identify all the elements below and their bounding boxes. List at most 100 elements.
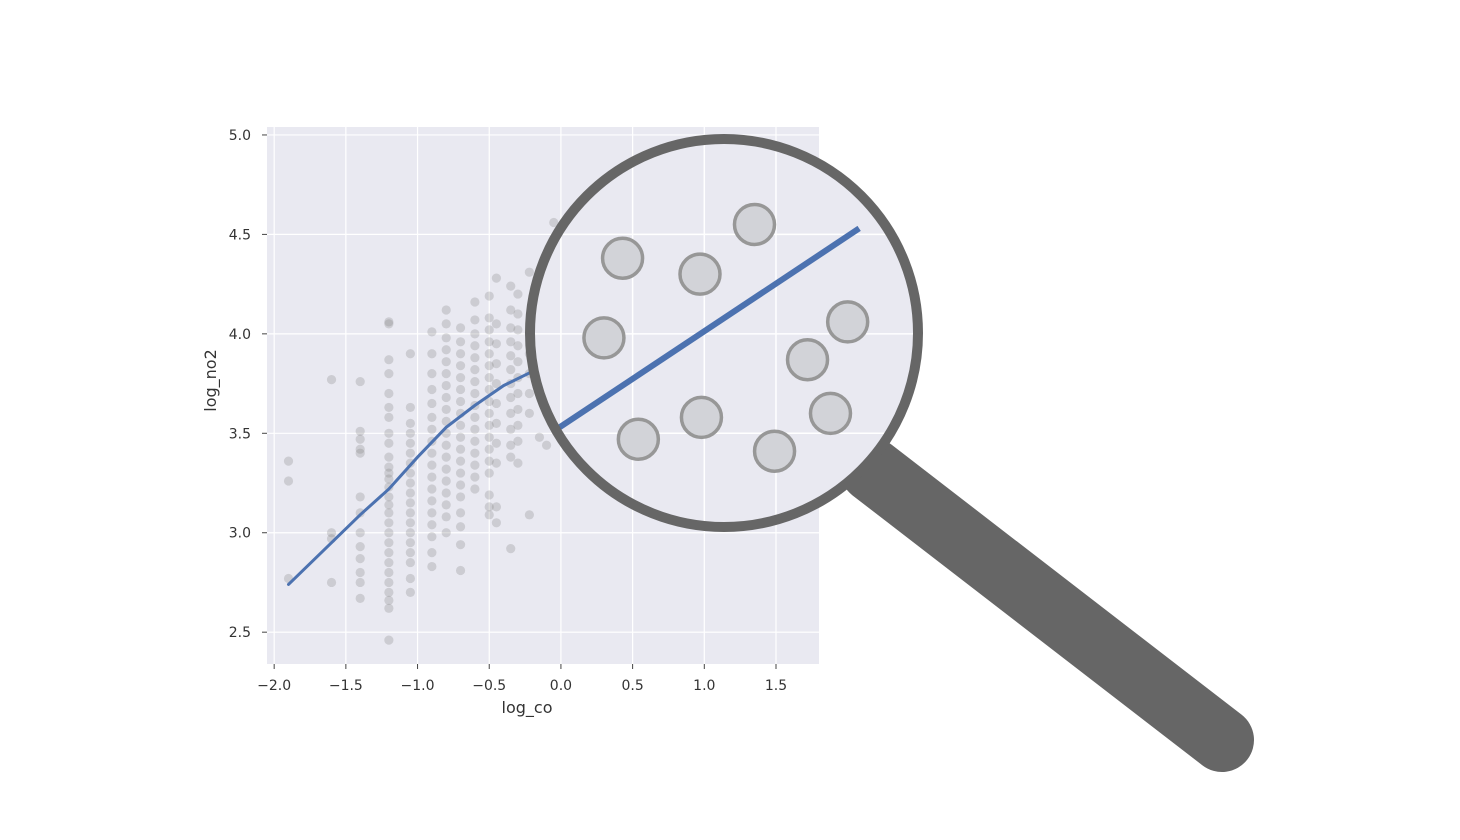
scatter-point [506, 281, 516, 291]
scatter-point [441, 392, 451, 403]
scatter-point [427, 472, 437, 482]
scatter-point [405, 557, 415, 568]
scatter-point [355, 542, 365, 552]
scatter-point [384, 402, 394, 413]
scatter-point [441, 369, 451, 379]
scatter-point [484, 337, 494, 347]
scatter-point [484, 456, 494, 466]
scatter-point [384, 508, 394, 518]
scatter-point [405, 402, 415, 413]
scatter-point [384, 595, 394, 605]
magnified-point [825, 300, 870, 344]
x-tick-label: −0.5 [472, 678, 506, 694]
scatter-point [355, 376, 365, 387]
scatter-point [441, 404, 451, 415]
scatter-point [384, 438, 394, 448]
x-tick-label: 1.0 [693, 678, 715, 694]
scatter-point [491, 359, 502, 369]
scatter-point [355, 593, 365, 603]
scatter-point [484, 490, 494, 500]
scatter-point [427, 412, 437, 422]
scatter-point [484, 468, 494, 478]
scatter-point [384, 538, 394, 548]
scatter-point [470, 341, 480, 351]
scatter-point [441, 440, 451, 450]
magnified-point [678, 252, 722, 296]
scatter-point [427, 369, 437, 379]
scatter-point [455, 373, 466, 383]
scatter-point [427, 508, 437, 518]
scatter-point [506, 408, 516, 418]
scatter-point [491, 319, 502, 329]
scatter-point [384, 518, 394, 528]
scatter-point [441, 464, 451, 474]
y-axis-label: log_no2 [201, 349, 221, 412]
magnifier [525, 134, 1254, 772]
y-tick-label: 4.0 [229, 327, 251, 343]
scatter-point [326, 374, 337, 385]
scatter-point [506, 323, 516, 333]
scatter-point [455, 508, 466, 518]
y-tick-label: 5.0 [229, 128, 251, 144]
scatter-point [484, 444, 494, 454]
scatter-point [405, 349, 415, 359]
magnifier-rim [525, 134, 923, 532]
scatter-point [441, 476, 451, 486]
scatter-point [405, 428, 415, 438]
scatter-point [455, 522, 466, 532]
scatter-point [405, 528, 415, 538]
scatter-point [455, 349, 466, 359]
scatter-point [405, 548, 415, 558]
scatter-point [455, 323, 466, 333]
x-tick-label: 0.0 [550, 678, 572, 694]
scatter-point [506, 544, 516, 554]
scatter-point [524, 388, 534, 399]
scatter-point [405, 448, 415, 458]
scatter-point [427, 561, 437, 572]
scatter-point [513, 388, 523, 399]
scatter-point [455, 456, 466, 466]
scatter-point [491, 458, 502, 468]
scatter-point [491, 502, 502, 512]
scatter-point [484, 361, 494, 371]
scatter-point [384, 635, 394, 645]
scatter-point [470, 472, 480, 482]
scatter-point [384, 462, 394, 472]
scatter-point [470, 297, 480, 307]
scatter-point [384, 528, 394, 538]
scatter-point [355, 444, 365, 454]
magnified-line [554, 225, 861, 432]
scatter-point [484, 325, 494, 335]
scatter-point [441, 488, 451, 498]
scatter-point [506, 440, 516, 450]
scatter-point [470, 388, 480, 399]
scatter-point [513, 436, 523, 446]
scatter-point [506, 365, 516, 375]
scatter-point [534, 432, 545, 442]
scatter-point [491, 398, 502, 409]
scatter-point [405, 508, 415, 518]
scatter-point [405, 488, 415, 498]
scatter-point [484, 432, 494, 442]
x-tick-label: 1.5 [765, 678, 787, 694]
scatter-point [513, 458, 523, 468]
scatter-point [441, 357, 451, 367]
scatter-point [405, 518, 415, 528]
scatter-point [470, 436, 480, 446]
scatter-point [491, 339, 502, 349]
scatter-point [484, 384, 494, 395]
scatter-point [484, 291, 494, 301]
scatter-point [491, 418, 502, 428]
scatter-point [470, 353, 480, 363]
scatter-point [484, 510, 494, 520]
scatter-point [405, 438, 415, 448]
scatter-point [441, 319, 451, 329]
scatter-point [491, 438, 502, 448]
scatter-point [427, 327, 437, 337]
scatter-point [484, 373, 494, 383]
scatter-point [470, 424, 480, 434]
scatter-point [384, 548, 394, 558]
x-tick-label: −2.0 [257, 678, 291, 694]
